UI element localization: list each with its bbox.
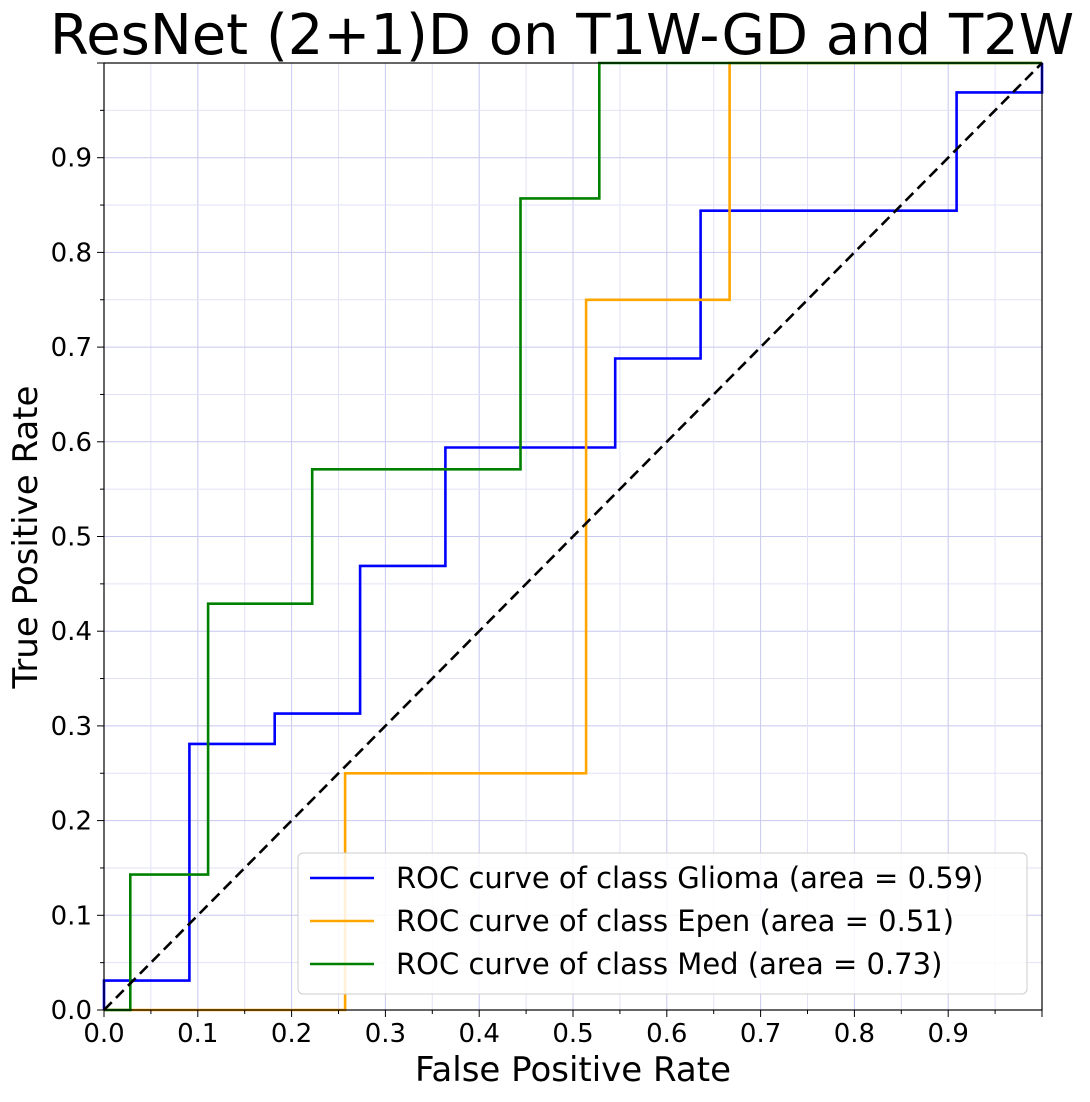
roc-series-line-0 xyxy=(102,63,1044,1010)
x-tick-label: 0.5 xyxy=(552,1019,593,1049)
roc-series-line-2 xyxy=(104,61,1042,1012)
x-tick-label: 0.3 xyxy=(365,1019,406,1049)
ticks: 0.0 0.1 0.2 0.3 0.4 0.5 0.6 0.7 0.8 0.9 0.0 0.1 0.2 0… xyxy=(51,62,1043,1049)
y-tick-label: 0.8 xyxy=(51,238,92,268)
x-tick-label: 0.8 xyxy=(834,1019,875,1049)
x-tick-label: 0.0 xyxy=(83,1019,124,1049)
y-tick-label: 0.0 xyxy=(51,996,92,1026)
x-tick-label: 0.4 xyxy=(459,1019,500,1049)
y-tick-label: 0.7 xyxy=(51,333,92,363)
x-axis-label: False Positive Rate xyxy=(415,1050,731,1090)
y-tick-label: 0.6 xyxy=(51,428,92,458)
x-tick-label: 0.9 xyxy=(928,1019,969,1049)
y-tick-label: 0.4 xyxy=(51,617,92,647)
y-tick-label: 0.5 xyxy=(51,523,92,553)
y-tick-label: 0.9 xyxy=(51,144,92,174)
legend-box xyxy=(297,852,1028,995)
y-tick-label: 0.2 xyxy=(51,807,92,837)
legend-label: ROC curve of class Epen (area = 0.51) xyxy=(396,904,954,938)
chart-title: ResNet (2+1)D on T1W-GD and T2W xyxy=(50,3,1074,68)
y-tick-label: 0.1 xyxy=(51,901,92,931)
x-tick-label: 0.7 xyxy=(740,1019,781,1049)
y-axis-label: True Positive Rate xyxy=(6,386,46,690)
y-tick-label: 0.3 xyxy=(51,712,92,742)
x-tick-label: 0.1 xyxy=(177,1019,218,1049)
x-tick-label: 0.2 xyxy=(271,1019,312,1049)
legend-label: ROC curve of class Med (area = 0.73) xyxy=(396,947,942,981)
legend: ROC curve of class Glioma (area = 0.59) R… xyxy=(297,852,1028,995)
legend-label: ROC curve of class Glioma (area = 0.59) xyxy=(396,861,983,895)
x-tick-label: 0.6 xyxy=(646,1019,687,1049)
reference-diagonal-line xyxy=(103,62,1043,1011)
